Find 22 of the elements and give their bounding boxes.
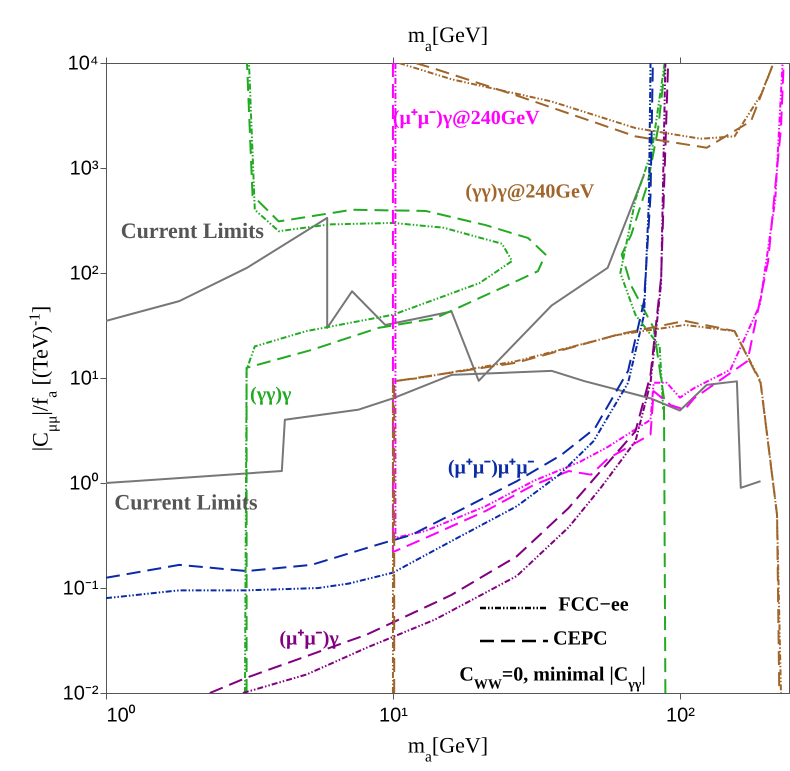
x2-axis-title: m$_{a}$[GeV] [408, 22, 488, 54]
x-tick-label: 10¹ [378, 704, 408, 726]
y-tick-label: 10² [70, 262, 99, 284]
y-tick-label: 10¹ [70, 368, 99, 390]
y-tick-label: 10⁴ [68, 52, 98, 74]
annotation: (γγ)γ@240GeV [465, 180, 595, 202]
x-tick-label: 10⁰ [106, 704, 136, 726]
y-tick-label: 10³ [70, 158, 99, 180]
annotation: (μ⁺μ⁻)γ [279, 628, 340, 650]
y-tick-label: 10⁻² [62, 682, 99, 704]
annotation: CEPC [553, 628, 608, 650]
y-tick-label: 10⁰ [69, 472, 98, 494]
x-tick-label: 10² [666, 704, 696, 726]
annotation: Current Limits [114, 490, 258, 515]
x-axis-title: m$_{a}$[GeV] [408, 732, 488, 765]
annotation: FCC−ee [558, 593, 629, 616]
annotation: (γγ)γ [250, 383, 292, 406]
annotation: C$_{WW}$=0, minimal |C$_{γγ}$| [459, 664, 646, 692]
annotation: (μ⁺μ⁻)μ⁺μ⁻ [448, 456, 535, 479]
annotation: (μ⁺μ⁻)γ@240GeV [392, 106, 540, 129]
y-tick-label: 10⁻¹ [62, 578, 99, 600]
annotation: Current Limits [120, 218, 264, 244]
